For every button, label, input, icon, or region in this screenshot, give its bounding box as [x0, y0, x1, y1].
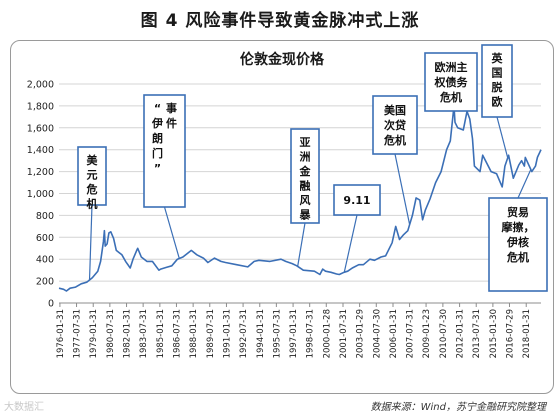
x-tick-label: 2001-07-31 — [339, 309, 349, 358]
annotation-box — [77, 146, 107, 206]
figure-title: 图 4 风险事件导致黄金脉冲式上涨 — [140, 11, 420, 31]
x-tick-label: 2009-01-23 — [422, 309, 432, 358]
x-tick-label: 2018-01-31 — [522, 309, 532, 358]
event-annotations: 美元危机 “伊朗门”事件 亚洲金融风暴 9.11 美国次贷危机 欧洲主权债务危机 英国脱欧贸… — [77, 44, 548, 292]
x-tick-label: 1989-07-31 — [206, 309, 216, 358]
annotation-box — [488, 197, 548, 292]
x-tick-label: 1983-07-31 — [139, 309, 149, 358]
annotation-text: 美国次贷危机 — [383, 103, 406, 147]
annotation-arrow — [297, 222, 306, 267]
y-tick-label: 200 — [36, 277, 54, 288]
y-tick-label: 0 — [48, 299, 54, 310]
annotation-text: 9.11 — [343, 194, 370, 207]
event-annotation: “伊朗门”事件 — [143, 94, 186, 259]
event-annotation: 贸易摩擦，伊核危机 — [488, 169, 548, 292]
y-tick-label: 1,000 — [27, 189, 54, 200]
annotation-text: 贸易摩擦，伊核危机 — [502, 205, 535, 264]
annotation-arrow — [496, 116, 509, 159]
annotation-text: 美元危机 — [86, 153, 99, 211]
x-tick-label: 2012-01-31 — [456, 309, 466, 358]
x-tick-label: 2006-01-31 — [389, 309, 399, 358]
x-tick-label: 1998-07-31 — [306, 309, 316, 358]
annotation-box — [290, 128, 320, 224]
annotation-arrow — [163, 206, 180, 259]
event-annotation: 亚洲金融风暴 — [290, 128, 320, 267]
x-tick-label: 2000-01-28 — [322, 309, 332, 358]
watermark: 大数据汇 — [4, 402, 44, 413]
y-tick-label: 1,800 — [27, 101, 54, 112]
x-tick-label: 1991-01-31 — [222, 309, 232, 358]
x-tick-label: 1988-01-31 — [189, 309, 199, 358]
annotation-text: “伊朗门”事件 — [151, 101, 177, 175]
annotation-text: 英国脱欧 — [491, 51, 504, 109]
y-tick-label: 1,200 — [27, 167, 54, 178]
event-annotation: 英国脱欧 — [481, 44, 513, 159]
x-tick-label: 1979-01-31 — [89, 309, 99, 358]
x-tick-label: 2010-07-30 — [439, 309, 449, 358]
annotation-arrow — [343, 214, 358, 273]
annotation-text: 亚洲金融风暴 — [299, 136, 312, 222]
y-axis: 0 200 400 600 800 1,000 1,200 1,400 1,600 1,800 2,… — [27, 80, 54, 310]
source-note: 数据来源：Wind，苏宁金融研究院整理 — [370, 402, 546, 413]
annotation-arrow — [394, 153, 411, 225]
annotation-box — [424, 52, 478, 112]
annotation-box — [143, 94, 186, 208]
gold-price-line — [58, 105, 542, 292]
y-tick-label: 800 — [36, 211, 54, 222]
x-tick-label: 2004-07-30 — [372, 309, 382, 358]
y-tick-label: 600 — [36, 233, 54, 244]
x-tick-label: 1992-07-31 — [239, 309, 249, 358]
y-tick-label: 1,600 — [27, 123, 54, 134]
x-tick-label: 1982-01-31 — [123, 309, 133, 358]
y-tick-label: 2,000 — [27, 80, 54, 91]
x-tick-label: 1985-01-31 — [156, 309, 166, 358]
x-tick-label: 2016-07-29 — [505, 309, 515, 358]
x-tick-label: 2003-01-29 — [356, 309, 366, 358]
chart-frame: 伦敦金现价格 0 200 400 600 800 1,000 1,200 1,400 1,600… — [10, 40, 554, 394]
annotation-arrow — [88, 204, 93, 281]
x-tick-label: 1977-07-31 — [73, 309, 83, 358]
x-tick-label: 1980-07-31 — [106, 309, 116, 358]
x-tick-label: 1976-01-31 — [56, 309, 66, 358]
y-tick-label: 1,400 — [27, 145, 54, 156]
annotation-box — [481, 44, 513, 118]
annotation-box — [333, 184, 381, 216]
event-annotation: 欧洲主权债务危机 — [424, 52, 478, 112]
chart-title: 伦敦金现价格 — [240, 51, 325, 68]
x-tick-label: 2007-07-31 — [406, 309, 416, 358]
annotation-box — [372, 95, 418, 155]
event-annotation: 美国次贷危机 — [372, 95, 418, 225]
x-tick-label: 1995-07-31 — [272, 309, 282, 358]
event-annotation: 美元危机 — [77, 146, 107, 281]
event-annotation: 9.11 — [333, 184, 381, 273]
x-tick-label: 1986-07-31 — [172, 309, 182, 358]
x-tick-label: 1997-01-31 — [289, 309, 299, 358]
x-tick-label: 2013-07-31 — [472, 309, 482, 358]
x-tick-label: 2015-01-30 — [489, 309, 499, 358]
series-layer — [58, 105, 542, 292]
annotation-arrow — [517, 169, 532, 199]
x-tick-label: 1994-01-31 — [256, 309, 266, 358]
gold-price-chart: 伦敦金现价格 0 200 400 600 800 1,000 1,200 1,400 1,600… — [27, 44, 548, 358]
x-axis: 1976-01-31 1977-07-31 1979-01-31 1980-07-31… — [56, 302, 541, 358]
annotation-text: 欧洲主权债务危机 — [434, 60, 469, 104]
y-tick-label: 400 — [36, 255, 54, 266]
